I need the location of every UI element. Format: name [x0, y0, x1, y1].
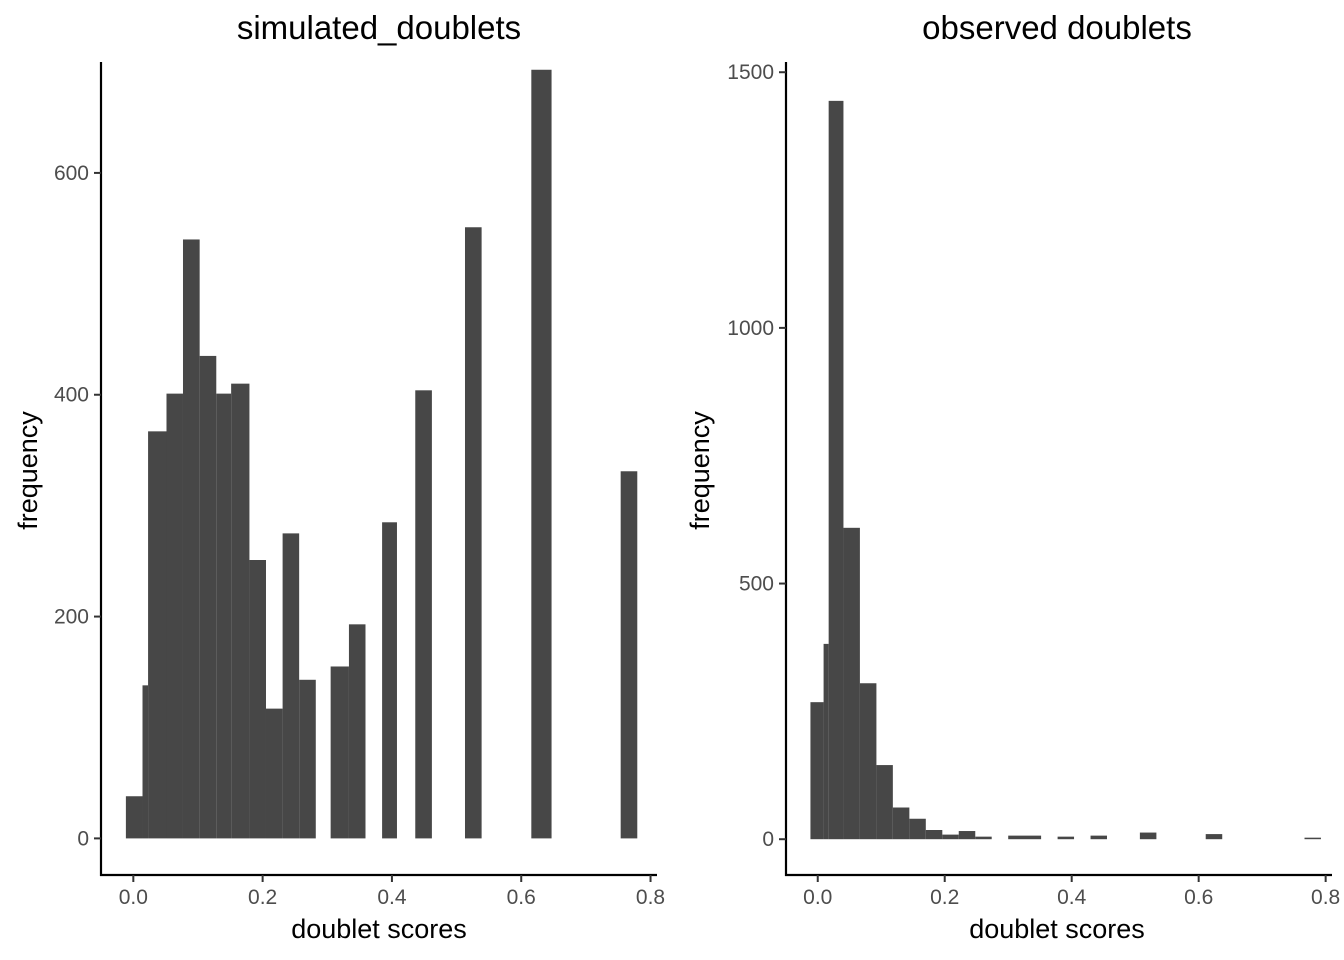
simulated-doublets-bar-14 [382, 522, 397, 839]
simulated-doublets-bar-8 [249, 560, 266, 839]
observed-doublets-bar-10 [958, 831, 976, 840]
simulated-doublets-bar-16 [464, 227, 482, 839]
observed-doublets-x-axis-title: doublet scores [969, 914, 1145, 944]
simulated-doublets-bar-6 [216, 393, 232, 839]
observed-doublets-y-tick-label: 1500 [727, 61, 774, 84]
simulated-doublets-bar-4 [182, 239, 200, 839]
observed-doublets-bar-8 [925, 830, 943, 840]
observed-doublets-bar-3 [843, 527, 860, 840]
simulated-doublets-x-tick-label: 0.4 [377, 886, 407, 909]
observed-doublets-chart-title: observed doublets [922, 9, 1192, 46]
observed-doublets-bar-4 [859, 683, 877, 840]
observed-doublets-bar-14 [1090, 835, 1107, 840]
simulated-doublets-bar-0 [125, 796, 143, 839]
observed-doublets-x-tick-label: 0.2 [930, 886, 959, 909]
observed-doublets-bar-7 [909, 818, 926, 840]
observed-doublets-bar-0 [810, 702, 824, 840]
observed-doublets-bar-5 [876, 765, 893, 840]
observed-doublets-bar-1 [823, 643, 829, 840]
observed-doublets-bar-13 [1057, 836, 1075, 840]
simulated-doublets-bar-10 [282, 533, 300, 839]
simulated-doublets-bar-12 [330, 666, 349, 839]
observed-doublets-panel: 0 500 1000 1500 0.0 0.2 0.4 0.6 0.8 observed doub… [685, 9, 1340, 944]
observed-doublets-x-tick-label: 0.8 [1311, 886, 1340, 909]
simulated-doublets-bar-17 [531, 69, 552, 839]
observed-doublets-y-tick-label: 0 [762, 828, 774, 851]
simulated-doublets-y-tick-label: 400 [54, 384, 89, 407]
simulated-doublets-bar-7 [231, 383, 250, 839]
simulated-doublets-bar-1 [142, 685, 149, 839]
observed-doublets-y-tick-label: 500 [739, 573, 774, 596]
observed-doublets-bar-16 [1205, 834, 1223, 840]
observed-doublets-x-tick-label: 0.0 [803, 886, 832, 909]
simulated-doublets-x-axis-title: doublet scores [291, 914, 467, 944]
simulated-doublets-y-tick-label: 200 [54, 606, 89, 629]
simulated-doublets-x-tick-label: 0.8 [636, 886, 665, 909]
simulated-doublets-x-tick-label: 0.0 [119, 886, 148, 909]
observed-doublets-y-tick-label: 1000 [727, 317, 774, 340]
simulated-doublets-bar-5 [199, 355, 217, 839]
observed-doublets-bar-6 [892, 807, 910, 840]
observed-doublets-bar-2 [828, 100, 844, 840]
simulated-doublets-bar-9 [265, 708, 283, 839]
simulated-doublets-bar-15 [415, 390, 432, 839]
simulated-doublets-bar-13 [348, 624, 366, 839]
simulated-doublets-bar-3 [166, 393, 183, 839]
observed-doublets-bar-15 [1139, 832, 1157, 840]
simulated-doublets-y-tick-label: 600 [54, 162, 89, 185]
observed-doublets-x-tick-label: 0.6 [1184, 886, 1213, 909]
observed-doublets-bar-17 [1304, 837, 1321, 840]
simulated-doublets-bar-11 [299, 679, 316, 839]
simulated-doublets-panel: 0 200 400 600 0.0 0.2 0.4 0.6 0.8 simulated_doubl… [13, 9, 665, 944]
simulated-doublets-x-tick-label: 0.6 [507, 886, 536, 909]
simulated-doublets-x-tick-label: 0.2 [248, 886, 277, 909]
observed-doublets-bar-12 [1008, 835, 1042, 840]
observed-doublets-bar-9 [942, 834, 959, 840]
observed-doublets-x-tick-label: 0.4 [1057, 886, 1087, 909]
simulated-doublets-bar-2 [148, 431, 167, 839]
observed-doublets-y-axis-title: frequency [685, 411, 715, 530]
simulated-doublets-y-tick-label: 0 [77, 827, 89, 850]
simulated-doublets-bar-18 [620, 471, 638, 839]
observed-doublets-bar-11 [975, 836, 992, 840]
simulated-doublets-chart-title: simulated_doublets [237, 9, 521, 46]
simulated-doublets-y-axis-title: frequency [13, 411, 43, 530]
